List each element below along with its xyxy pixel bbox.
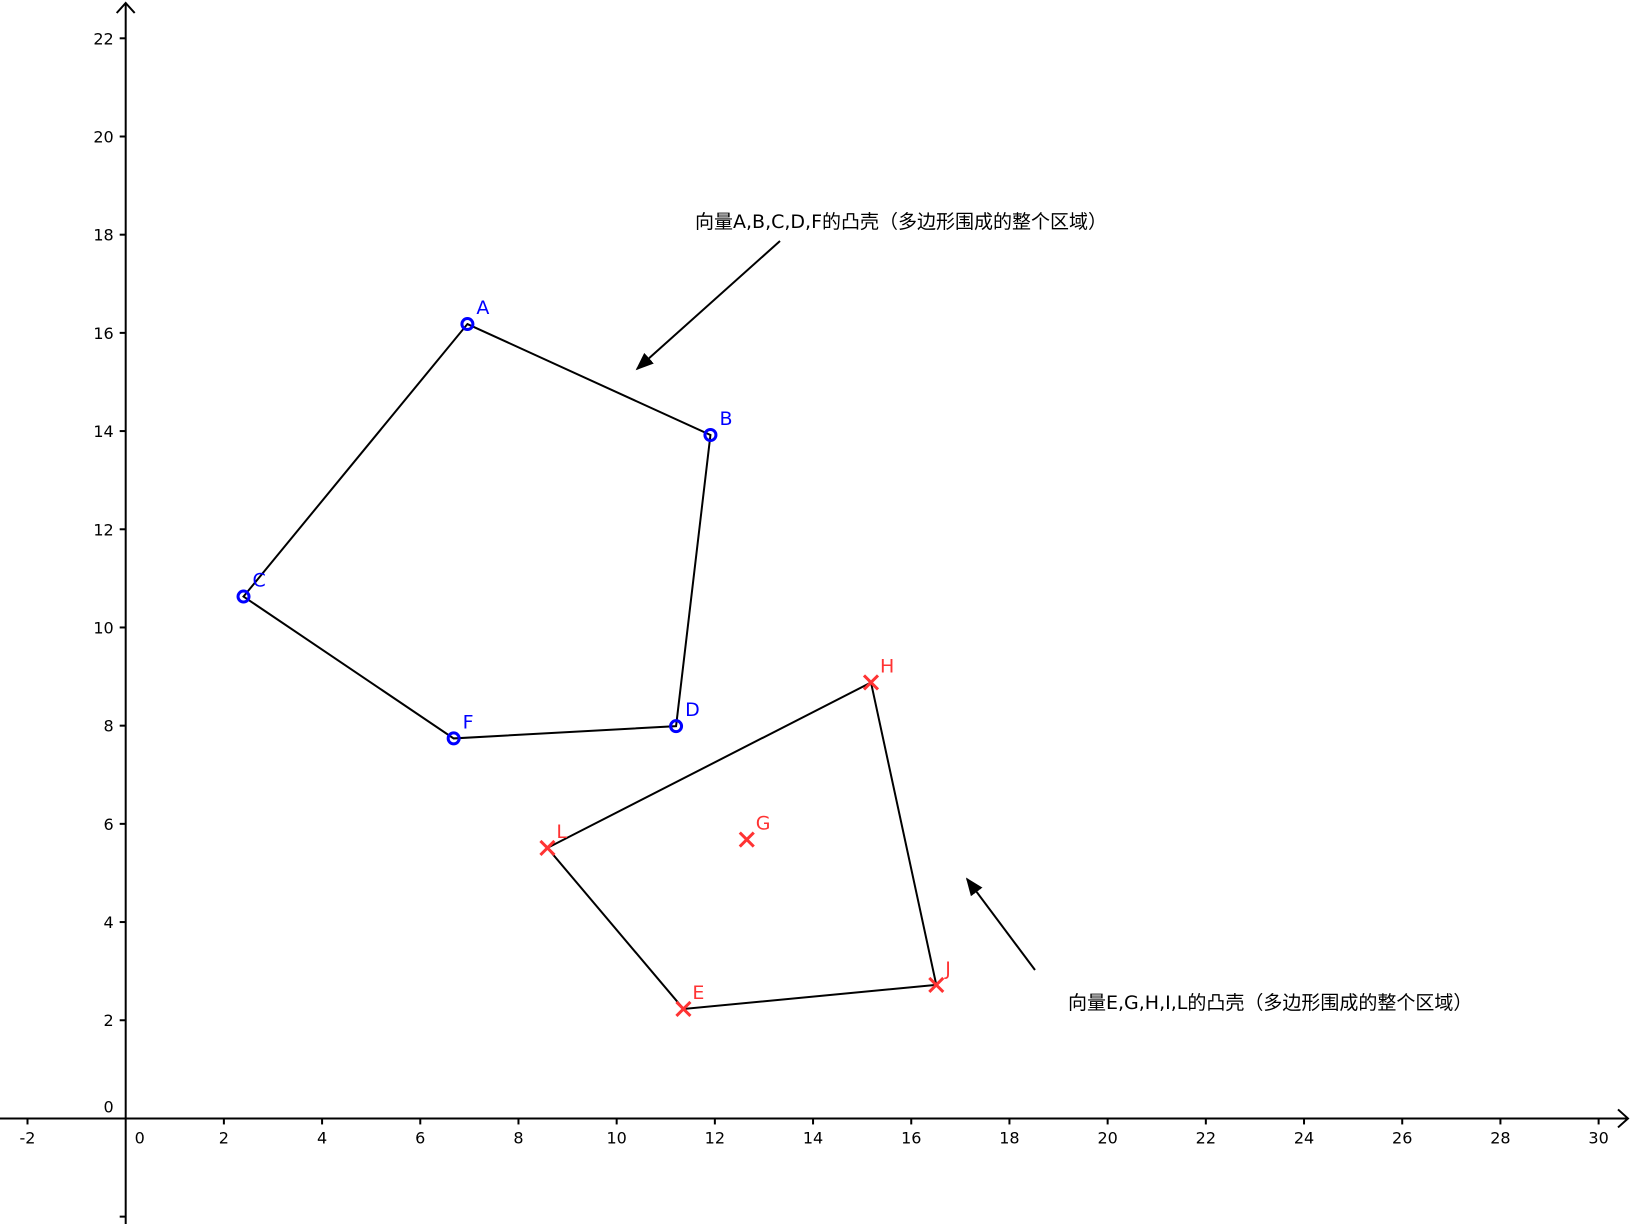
point-label-G: G xyxy=(756,813,771,835)
x-tick-label: 30 xyxy=(1588,1128,1608,1147)
annotation-top-arrow xyxy=(635,240,781,371)
y-tick-label: 6 xyxy=(104,815,114,834)
y-tick-label: 8 xyxy=(104,717,114,736)
x-tick-label: 20 xyxy=(1097,1128,1117,1147)
point-C xyxy=(236,589,251,604)
point-G xyxy=(738,831,755,848)
point-label-J: J xyxy=(944,958,951,980)
point-label-E: E xyxy=(692,982,704,1004)
point-label-A: A xyxy=(476,297,489,319)
annotation-top: 向量A,B,C,D,F的凸壳（多边形围成的整个区域） xyxy=(635,211,1107,371)
point-A xyxy=(460,317,475,332)
point-label-B: B xyxy=(719,408,732,430)
point-J xyxy=(928,976,945,993)
x-tick-label: 14 xyxy=(803,1128,823,1147)
y-axis-arrow xyxy=(115,1,136,14)
y-tick-label: 20 xyxy=(93,127,113,146)
x-tick-label: 4 xyxy=(317,1128,327,1147)
x-tick-label: 8 xyxy=(513,1128,523,1147)
y-tick-label: 4 xyxy=(104,913,114,932)
point-label-D: D xyxy=(685,699,700,721)
y-tick-label: 12 xyxy=(93,520,113,539)
x-tick-label: -2 xyxy=(20,1128,36,1147)
point-label-C: C xyxy=(253,570,266,592)
point-label-L: L xyxy=(556,821,567,843)
annotation-bottom-text: 向量E,G,H,I,L的凸壳（多边形围成的整个区域） xyxy=(1068,992,1472,1014)
y-tick-label: 18 xyxy=(93,226,113,245)
set1-hull-polygon xyxy=(242,322,712,740)
x-tick-label: 12 xyxy=(705,1128,725,1147)
x-tick-label: 10 xyxy=(606,1128,626,1147)
point-label-F: F xyxy=(463,711,474,733)
y-tick-label: 10 xyxy=(93,618,113,637)
x-tick-label: 18 xyxy=(999,1128,1019,1147)
x-tick-label: 22 xyxy=(1196,1128,1216,1147)
x-tick-label: 16 xyxy=(901,1128,921,1147)
y-tick-label: 16 xyxy=(93,324,113,343)
x-tick-label: 6 xyxy=(415,1128,425,1147)
hulls xyxy=(242,322,938,1010)
y-tick-label: 0 xyxy=(104,1097,114,1116)
annotation-bottom: 向量E,G,H,I,L的凸壳（多边形围成的整个区域） xyxy=(965,877,1472,1014)
annotation-bottom-arrow xyxy=(965,877,1036,971)
point-E xyxy=(675,1000,692,1018)
point-L xyxy=(539,839,556,856)
y-tick-label: 2 xyxy=(104,1011,114,1030)
point-F xyxy=(446,731,461,746)
x-tick-label: 2 xyxy=(219,1128,229,1147)
y-tick-label: 22 xyxy=(93,29,113,48)
x-tick-label: 24 xyxy=(1294,1128,1314,1147)
y-tick-label: 14 xyxy=(93,422,113,441)
x-tick-label: 26 xyxy=(1392,1128,1412,1147)
point-label-H: H xyxy=(880,655,894,677)
x-tick-label: 0 xyxy=(135,1128,145,1147)
x-axis-arrow xyxy=(1617,1108,1630,1129)
point-D xyxy=(669,719,684,734)
x-tick-label: 28 xyxy=(1490,1128,1510,1147)
annotation-top-text: 向量A,B,C,D,F的凸壳（多边形围成的整个区域） xyxy=(695,211,1107,233)
points: A B C D F H L G E J xyxy=(236,297,951,1018)
point-H xyxy=(862,674,880,691)
point-B xyxy=(703,428,718,443)
